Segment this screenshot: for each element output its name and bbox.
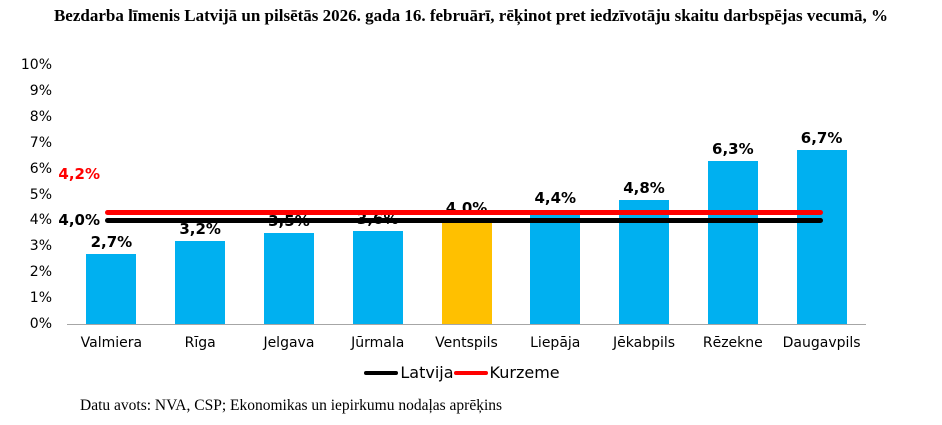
x-axis-category-label: Jelgava <box>263 335 315 351</box>
latvija-line-swatch <box>364 370 399 375</box>
bar <box>352 230 403 324</box>
bar-value-label: 2,7% <box>90 233 133 252</box>
legend-item-kurzeme: Kurzeme <box>453 363 560 382</box>
legend-item-latvija: Latvija <box>364 363 454 382</box>
bar <box>175 241 226 324</box>
y-axis-tick-label: 2% <box>29 264 52 281</box>
kurzeme-line-swatch <box>453 370 488 375</box>
y-axis-tick-label: 5% <box>29 186 52 203</box>
y-axis-tick-label: 9% <box>29 82 52 99</box>
y-axis-tick-label: 8% <box>29 108 52 125</box>
x-axis-category-label: Liepāja <box>530 335 581 351</box>
bar <box>796 150 847 324</box>
bar <box>530 210 581 324</box>
chart-title: Bezdarba līmenis Latvijā un pilsētās 202… <box>53 6 889 25</box>
bar-value-label: 4,8% <box>623 178 665 197</box>
y-axis-tick-label: 3% <box>29 238 52 255</box>
bar-value-label: 6,3% <box>712 139 754 158</box>
reference-line-label-latvija: 4,0% <box>58 211 100 230</box>
x-axis-category-label: Valmiera <box>80 335 143 351</box>
x-axis-category-label: Rēzekne <box>702 335 763 351</box>
bar-value-label: 4,4% <box>534 189 577 208</box>
y-axis-tick-label: 6% <box>29 160 52 177</box>
y-axis-tick-label: 4% <box>29 212 52 229</box>
bar <box>441 220 492 324</box>
x-axis-category-label: Daugavpils <box>782 335 861 351</box>
x-axis-category-label: Ventspils <box>435 335 498 351</box>
bar-value-label: 3,2% <box>179 220 221 239</box>
bar-value-label: 6,7% <box>800 129 843 148</box>
bar <box>86 254 137 324</box>
y-axis-tick-label: 10% <box>20 57 52 73</box>
x-axis-category-label: Jūrmala <box>351 335 405 351</box>
x-axis-line <box>67 324 866 325</box>
x-axis-category-label: Rīga <box>184 335 216 351</box>
source-note: Datu avots: NVA, CSP; Ekonomikas un iepi… <box>80 397 503 414</box>
y-axis-tick-label: 7% <box>29 134 52 151</box>
x-axis-category-label: Jēkabpils <box>613 335 676 351</box>
legend-label-kurzeme: Kurzeme <box>489 363 560 382</box>
y-axis-tick-label: 0% <box>29 316 52 332</box>
legend-label-latvija: Latvija <box>400 363 454 382</box>
bar <box>707 160 758 324</box>
reference-line-label-kurzeme: 4,2% <box>58 165 100 183</box>
reference-line-kurzeme <box>105 209 823 215</box>
y-axis-tick-label: 1% <box>29 290 52 307</box>
reference-line-latvija <box>105 217 823 223</box>
bar <box>263 233 314 324</box>
chart-legend: Latvija Kurzeme <box>0 363 924 382</box>
